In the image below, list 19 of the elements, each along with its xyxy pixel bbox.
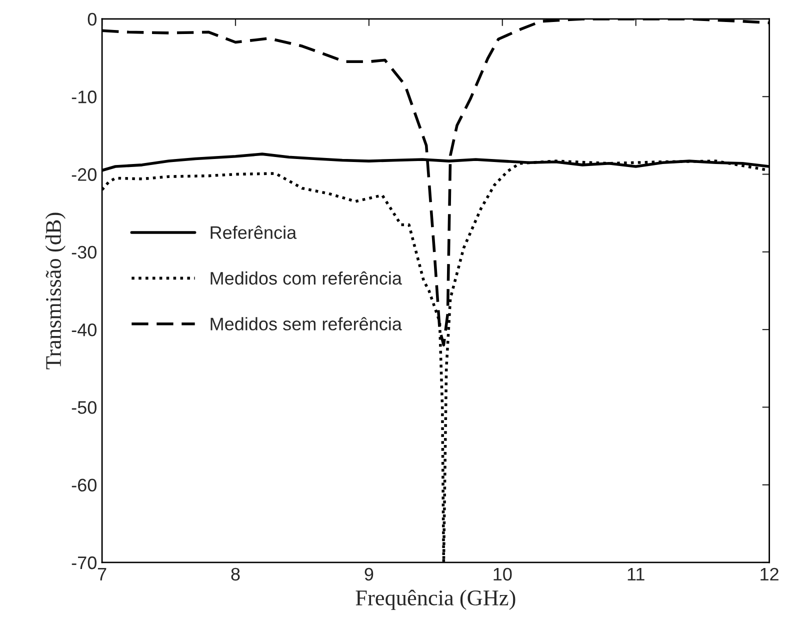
y-tick-label: 0	[88, 12, 96, 26]
x-axis-title: Frequência (GHz)	[356, 590, 516, 610]
y-tick-label: -30	[72, 246, 96, 259]
x-tick-label: 9	[364, 568, 374, 581]
legend-label: Medidos com referência	[210, 271, 402, 285]
x-tick-label: 11	[628, 568, 644, 580]
y-tick-label: -70	[72, 556, 96, 570]
x-tick-label: 8	[231, 568, 240, 581]
y-tick-label: -20	[72, 168, 96, 181]
x-tick-label: 7	[98, 568, 106, 580]
y-tick-label: -50	[72, 401, 96, 414]
legend-label: Medidos sem referência	[210, 317, 402, 330]
y-tick-label: -60	[72, 478, 96, 492]
x-tick-label: 12	[760, 568, 778, 580]
legend-label: Referência	[210, 226, 297, 239]
y-axis-title: Transmissão (dB)	[45, 212, 66, 370]
x-tick-label: 10	[494, 568, 512, 581]
y-tick-label: -40	[72, 323, 96, 336]
y-tick-label: -10	[72, 90, 96, 104]
